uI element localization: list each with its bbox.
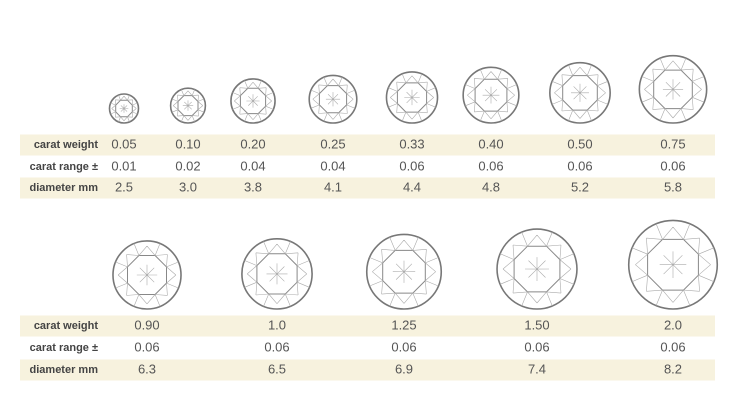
row-label: diameter mm: [30, 182, 99, 194]
cell-value: 4.1: [324, 179, 342, 194]
diamond-facets: [499, 231, 575, 307]
diamond-facets: [369, 237, 439, 307]
cell-value: 6.9: [395, 361, 413, 376]
diamond-facets: [551, 64, 609, 121]
diamond-facets: [388, 73, 436, 122]
cell-value: 0.04: [240, 158, 265, 173]
diamond-facets: [310, 77, 356, 122]
diamond-facets: [641, 58, 705, 121]
row-label: carat range ±: [30, 342, 98, 354]
row-band: [20, 177, 715, 199]
cell-value: 5.2: [571, 179, 589, 194]
cell-value: 0.50: [567, 136, 592, 151]
diamond: [108, 93, 140, 124]
diamond: [638, 54, 708, 124]
diamond: [308, 74, 358, 124]
cell-value: 0.02: [175, 158, 200, 173]
cell-value: 0.10: [175, 136, 200, 151]
cell-value: 4.8: [482, 179, 500, 194]
diamond: [385, 71, 439, 124]
diamond-facets: [465, 69, 517, 122]
row-band: [20, 315, 715, 337]
diamond: [169, 87, 207, 124]
cell-value: 0.06: [391, 339, 416, 354]
diamond-facets: [110, 94, 138, 123]
diamond: [549, 61, 611, 124]
cell-value: 5.8: [664, 179, 682, 194]
size-table: carat weight 0.90 1.0 1.25 1.50 2.0 carat rang…: [20, 315, 715, 381]
cell-value: 0.90: [134, 317, 159, 332]
cell-value: 0.06: [399, 158, 424, 173]
diamond: [365, 233, 443, 310]
cell-value: 7.4: [528, 361, 546, 376]
row-band: [20, 359, 715, 381]
row-label: diameter mm: [30, 364, 99, 376]
diamond: [462, 66, 520, 124]
diamond: [241, 237, 313, 310]
diamond: [230, 78, 276, 124]
cell-value: 0.25: [320, 136, 345, 151]
cell-value: 2.0: [664, 317, 682, 332]
cell-value: 3.0: [179, 179, 197, 194]
cell-value: 1.50: [524, 317, 549, 332]
cell-value: 8.2: [664, 361, 682, 376]
cell-value: 0.20: [240, 136, 265, 151]
diamond: [496, 228, 578, 310]
diamond: [112, 240, 182, 310]
row-band: [20, 134, 715, 156]
row-band: [20, 337, 715, 359]
diamond-facets: [171, 89, 205, 122]
cell-value: 0.06: [524, 339, 549, 354]
row-label: carat weight: [34, 320, 99, 332]
cell-value: 0.04: [320, 158, 345, 173]
cell-value: 0.40: [478, 136, 503, 151]
cell-value: 4.4: [403, 179, 421, 194]
cell-value: 1.0: [268, 317, 286, 332]
cell-value: 6.5: [268, 361, 286, 376]
diamond: [627, 219, 719, 310]
diamond-facets: [232, 80, 274, 122]
cell-value: 0.06: [567, 158, 592, 173]
diamond-facets: [244, 241, 310, 307]
cell-value: 2.5: [115, 179, 133, 194]
row-band: [20, 156, 715, 178]
cell-value: 6.3: [138, 361, 156, 376]
diamond-facets: [631, 223, 715, 306]
diamond-facets: [115, 243, 179, 307]
cell-value: 3.8: [244, 179, 262, 194]
cell-value: 0.06: [660, 339, 685, 354]
size-table: carat weight 0.05 0.10 0.20 0.25 0.33 0.40 0.50…: [20, 134, 715, 199]
cell-value: 0.05: [111, 136, 136, 151]
cell-value: 1.25: [391, 317, 416, 332]
cell-value: 0.06: [660, 158, 685, 173]
cell-value: 0.01: [111, 158, 136, 173]
row-label: carat weight: [34, 139, 99, 151]
row-label: carat range ±: [30, 161, 98, 173]
cell-value: 0.75: [660, 136, 685, 151]
cell-value: 0.33: [399, 136, 424, 151]
cell-value: 0.06: [478, 158, 503, 173]
cell-value: 0.06: [264, 339, 289, 354]
cell-value: 0.06: [134, 339, 159, 354]
